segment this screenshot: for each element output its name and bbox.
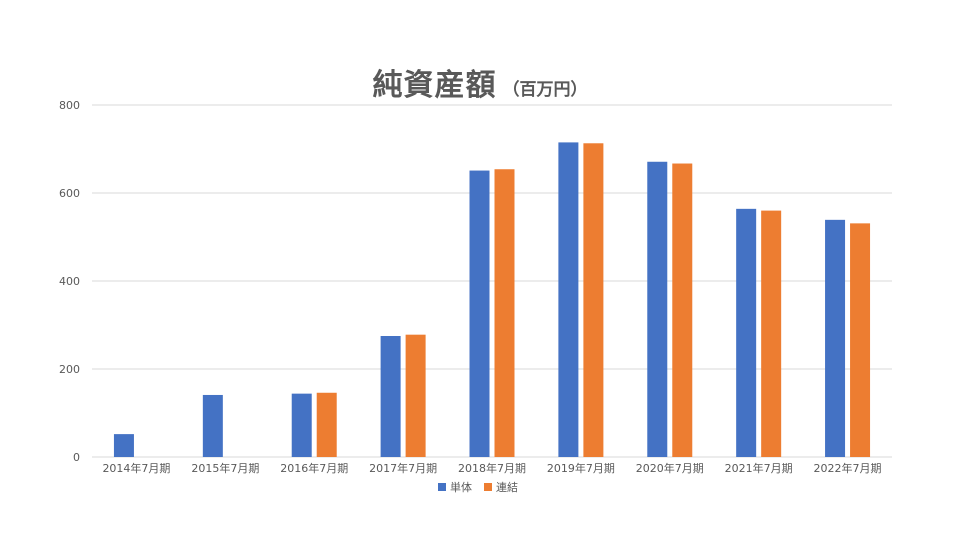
x-tick-label: 2022年7月期 bbox=[814, 461, 882, 475]
x-tick-label: 2020年7月期 bbox=[636, 461, 704, 475]
legend-swatch bbox=[438, 483, 446, 491]
bar-単体-2022年7月期 bbox=[825, 219, 846, 457]
bar-連結-2017年7月期 bbox=[405, 334, 426, 457]
bar-連結-2022年7月期 bbox=[850, 223, 871, 457]
y-tick-label: 400 bbox=[59, 275, 80, 288]
y-tick-label: 0 bbox=[73, 451, 80, 464]
bar-連結-2020年7月期 bbox=[672, 163, 693, 457]
gridlines bbox=[92, 104, 892, 458]
bar-単体-2019年7月期 bbox=[558, 142, 579, 457]
legend-swatch bbox=[484, 483, 492, 491]
bar-単体-2018年7月期 bbox=[469, 170, 490, 457]
bar-連結-2018年7月期 bbox=[494, 169, 515, 458]
x-tick-label: 2017年7月期 bbox=[369, 461, 437, 475]
bar-連結-2016年7月期 bbox=[316, 392, 337, 457]
legend: 単体 連結 bbox=[438, 480, 518, 494]
y-tick-label: 200 bbox=[59, 363, 80, 376]
bar-単体-2017年7月期 bbox=[380, 336, 401, 457]
bar-連結-2021年7月期 bbox=[761, 210, 782, 457]
y-tick-label: 800 bbox=[59, 99, 80, 112]
bar-単体-2014年7月期 bbox=[113, 434, 134, 457]
bar-連結-2019年7月期 bbox=[583, 143, 604, 457]
y-axis-ticks: 0 200 400 600 800 bbox=[59, 99, 80, 464]
x-tick-label: 2021年7月期 bbox=[725, 461, 793, 475]
bar-単体-2016年7月期 bbox=[291, 393, 312, 457]
x-tick-label: 2019年7月期 bbox=[547, 461, 615, 475]
chart-title-block: 純資産額 （百万円） bbox=[0, 60, 960, 104]
x-tick-label: 2015年7月期 bbox=[191, 461, 259, 475]
legend-label: 単体 bbox=[450, 480, 472, 494]
x-tick-label: 2016年7月期 bbox=[280, 461, 348, 475]
x-tick-label: 2018年7月期 bbox=[458, 461, 526, 475]
y-tick-label: 600 bbox=[59, 187, 80, 200]
bar-単体-2021年7月期 bbox=[736, 208, 757, 457]
bar-単体-2020年7月期 bbox=[647, 161, 668, 457]
x-tick-label: 2014年7月期 bbox=[102, 461, 170, 475]
bars bbox=[113, 142, 871, 458]
legend-label: 連結 bbox=[496, 480, 518, 494]
bar-単体-2015年7月期 bbox=[202, 394, 223, 457]
x-axis-ticks: 2014年7月期 2015年7月期 2016年7月期 2017年7月期 2018年7月期… bbox=[102, 461, 881, 475]
chart-subtitle: （百万円） bbox=[502, 80, 588, 100]
chart-title: 純資産額 bbox=[372, 68, 497, 103]
